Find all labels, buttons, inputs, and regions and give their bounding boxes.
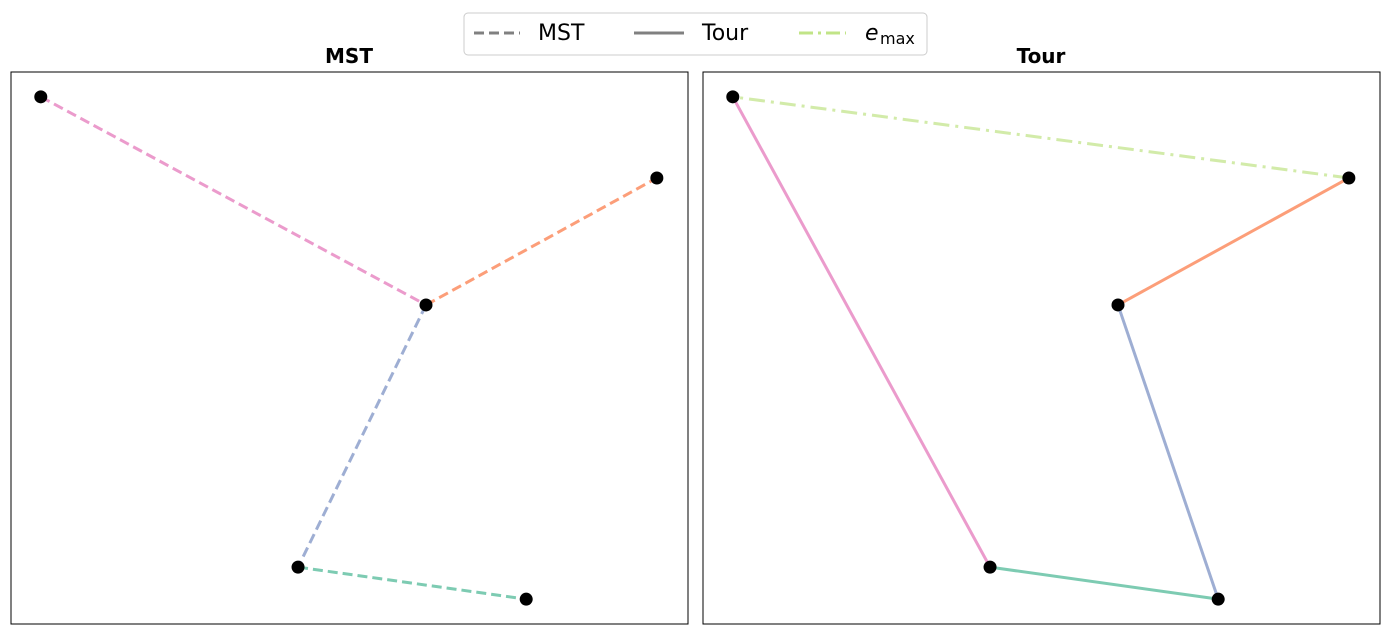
tour-panel-frame — [702, 71, 1381, 625]
node-D — [291, 560, 305, 574]
legend-emax-subscript: max — [880, 29, 915, 48]
legend-emax-label: e — [865, 21, 879, 46]
legend: MST Tour e max — [463, 12, 928, 56]
edge-E-C — [1116, 304, 1220, 600]
node-A — [726, 90, 740, 104]
tour-panel-title: Tour — [1017, 44, 1066, 68]
mst-panel-title: MST — [325, 44, 373, 68]
emax-edge-B-A — [732, 95, 1350, 180]
tour-panel — [726, 90, 1356, 606]
node-B — [650, 171, 664, 185]
mst-panel — [34, 90, 664, 606]
node-C — [419, 298, 433, 312]
edge-A-C — [40, 95, 427, 307]
edge-D-E — [297, 565, 527, 601]
node-E — [1211, 592, 1225, 606]
node-C — [1111, 298, 1125, 312]
edge-C-D — [296, 304, 428, 568]
edge-C-B — [1117, 176, 1350, 307]
legend-tour-label: Tour — [701, 21, 749, 46]
edge-D-E — [989, 565, 1219, 601]
node-D — [983, 560, 997, 574]
edge-C-B — [425, 176, 658, 307]
mst-panel-frame — [10, 71, 689, 625]
node-A — [34, 90, 48, 104]
legend-box — [463, 12, 928, 56]
edge-A-D — [731, 96, 992, 568]
legend-mst-label: MST — [538, 21, 585, 46]
node-B — [1342, 171, 1356, 185]
node-E — [519, 592, 533, 606]
